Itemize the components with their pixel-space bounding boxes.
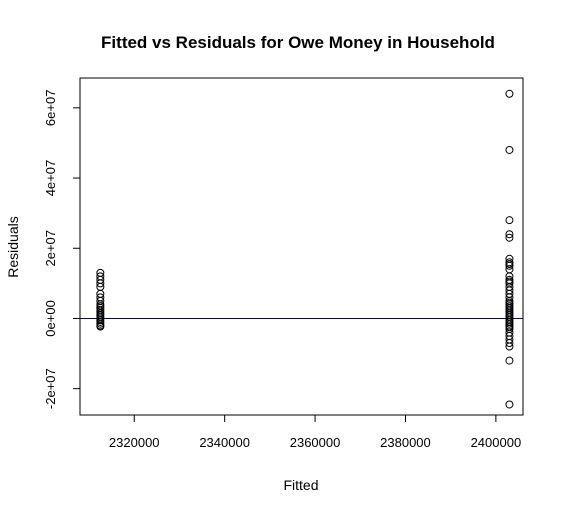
data-point [506,217,513,224]
y-axis-label: Residuals [5,216,21,277]
data-point [506,357,513,364]
y-tick-label: 0e+00 [43,300,58,337]
x-tick-label: 2400000 [471,435,522,450]
data-point [506,146,513,153]
y-tick-label: 2e+07 [43,230,58,267]
x-axis-label: Fitted [283,477,318,493]
x-tick-label: 2320000 [109,435,160,450]
plot-frame [80,78,523,415]
data-point [506,401,513,408]
x-axis: 2320000 2340000 2360000 2380000 2400000 [109,415,521,450]
y-axis: -2e+07 0e+00 2e+07 4e+07 6e+07 [43,90,80,410]
data-points [97,90,513,408]
x-tick-label: 2380000 [380,435,431,450]
x-tick-label: 2360000 [290,435,341,450]
y-tick-label: 6e+07 [43,90,58,127]
chart-title: Fitted vs Residuals for Owe Money in Hou… [101,33,495,52]
data-point [506,90,513,97]
y-tick-label: 4e+07 [43,160,58,197]
y-tick-label: -2e+07 [43,368,58,409]
x-tick-label: 2340000 [199,435,250,450]
